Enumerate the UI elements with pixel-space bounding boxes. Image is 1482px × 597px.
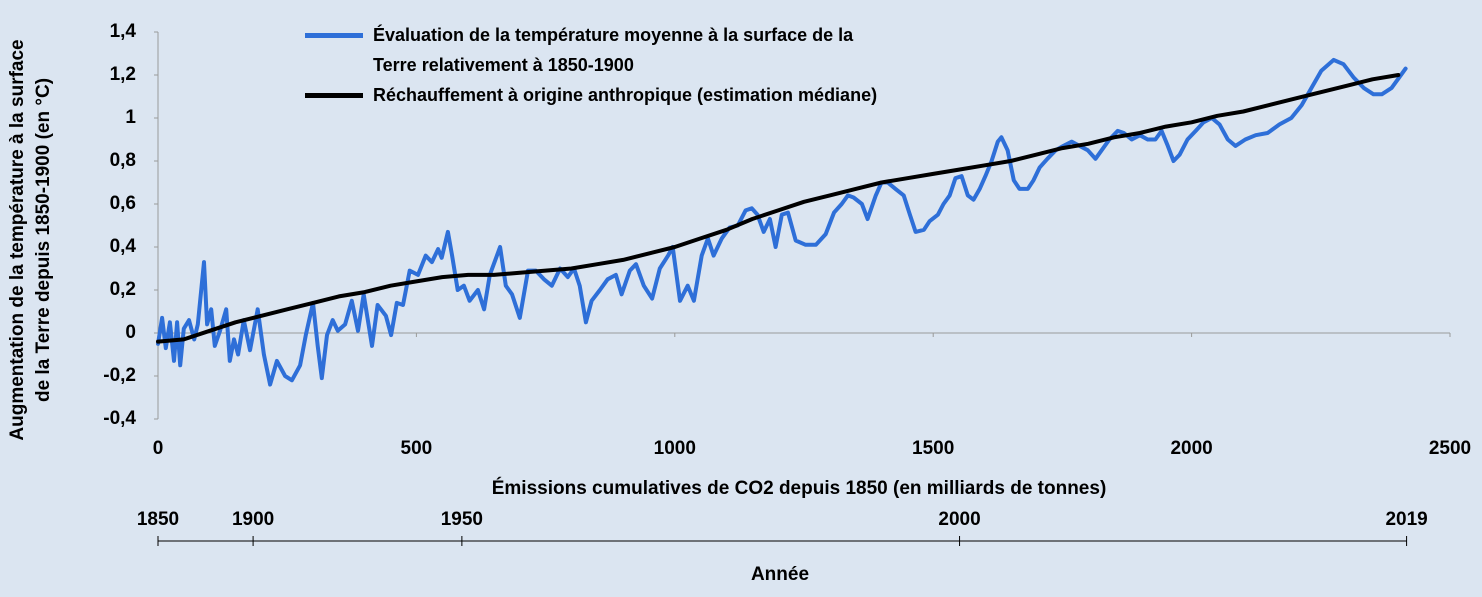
y-tick-label: 1,4	[110, 21, 137, 42]
year-tick-label: 1900	[232, 509, 274, 530]
legend-swatch	[305, 33, 363, 38]
data-line	[156, 57, 1408, 387]
x-tick-label: 0	[153, 438, 164, 459]
legend: Évaluation de la température moyenne à l…	[305, 20, 893, 110]
legend-label: Réchauffement à origine anthropique (est…	[373, 85, 878, 105]
year-axis-label: Année	[751, 564, 809, 585]
y-tick-label: 0	[125, 322, 136, 343]
x-tick-label: 1000	[654, 438, 696, 459]
year-tick-label: 1850	[137, 509, 179, 530]
x-tick-label: 2500	[1429, 438, 1471, 459]
x-tick-label: 500	[401, 438, 433, 459]
data-line	[156, 73, 1401, 344]
y-tick-label: 1,2	[110, 64, 136, 85]
y-tick-label: 0,2	[110, 279, 136, 300]
y-axis-label: de la Terre depuis 1850-1900 (en °C)	[33, 78, 54, 402]
year-tick-label: 1950	[441, 509, 483, 530]
y-axis-label: Augmentation de la température à la surf…	[7, 39, 28, 440]
y-tick-label: -0,2	[103, 365, 136, 386]
x-tick-label: 1500	[912, 438, 954, 459]
legend-item: Évaluation de la température moyenne à l…	[305, 20, 893, 80]
x-tick-label: 2000	[1170, 438, 1212, 459]
y-tick-label: 0,8	[110, 150, 136, 171]
year-tick-label: 2000	[938, 509, 980, 530]
y-tick-label: 0,6	[110, 193, 136, 214]
year-tick-label: 2019	[1385, 509, 1427, 530]
y-tick-label: -0,4	[103, 408, 136, 429]
legend-item: Réchauffement à origine anthropique (est…	[305, 80, 893, 110]
x-axis-label: Émissions cumulatives de CO2 depuis 1850…	[492, 477, 1107, 499]
legend-swatch	[305, 93, 363, 98]
y-tick-label: 0,4	[110, 236, 137, 257]
y-tick-label: 1	[125, 107, 136, 128]
legend-label: Évaluation de la température moyenne à l…	[373, 25, 854, 75]
